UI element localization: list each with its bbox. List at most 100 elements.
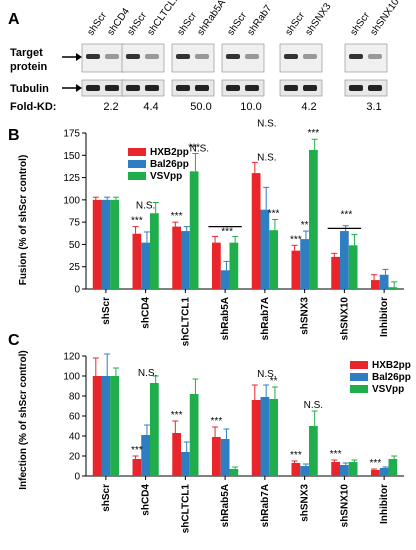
chartC-legend-swatch-1 [350,373,368,381]
chartB-bar-HXB2pp-6 [331,256,341,289]
chartB-bar-VSVpp-3 [229,242,239,289]
tubulin-box-2 [171,79,215,97]
chartB-bar-Bal26pp-2 [181,231,190,289]
chartB-ytick-label-7: 175 [63,129,80,140]
chartB-bar-Bal26pp-4 [260,209,270,289]
chartB-xtick-label-5: shSNX3 [300,297,311,335]
chartC-annotation-2: *** [171,410,183,421]
panel-c-ylabel: Infection (% of shScr control) [18,350,29,489]
chartC-bar-Bal26pp-5 [300,466,309,476]
chartB-ytick-label-2: 50 [69,240,81,251]
chartC-annotation-0: *** [131,445,143,456]
chartC-bar-HXB2pp-1 [132,459,142,476]
chartB-annotation-8: *** [268,208,280,219]
chartB-legend-swatch-2 [128,172,146,180]
chartC-annotation-1: N.S. [138,368,157,379]
chartC-ytick-label-2: 40 [69,432,81,443]
panel-b-plot: 0 25 50 75 100 125 150 175 shScr shCD4 shCLTCL1 shR… [63,118,404,346]
lane-label-5-1: shSNX10 [368,0,401,38]
chartB-annotation-2: *** [171,211,183,222]
chartB-bar-Bal26pp-5 [300,239,309,289]
chartB-ytick-label-6: 150 [63,151,80,162]
chartC-xtick-label-1: shCD4 [141,484,152,516]
tubulin-arrow-head [76,84,82,92]
chartC-ytick-label-4: 80 [69,392,81,403]
chartC-bar-Bal26pp-1 [141,435,150,476]
chartC-bar-VSVpp-7 [388,459,398,476]
row-label-tubulin: Tubulin [10,83,49,95]
lane-label-5-0: shScr [348,10,372,38]
target-band-scr-5 [349,54,363,59]
chartC-bar-HXB2pp-4 [251,400,261,476]
chartC-bar-Bal26pp-2 [181,452,190,476]
chartB-bar-Bal26pp-7 [379,274,389,289]
chartB-bar-VSVpp-7 [388,287,398,289]
chartC-ytick-label-1: 20 [69,452,81,463]
chartB-bar-HXB2pp-2 [172,226,182,289]
chartB-legend-swatch-0 [128,148,146,156]
chartB-xtick-label-7: Inhibitor [379,297,390,337]
chartB-bar-VSVpp-4 [269,230,278,289]
panel-c-plot: 0 20 40 60 80 100 120 shScr shCD4 shCLTCL1 shRab5A… [63,352,411,534]
chartC-annotation-9: *** [370,458,382,469]
chartC-xtick-label-3: shRab5A [220,484,231,527]
chartB-annotation-4: N.S. [190,144,209,155]
chartB-xtick-label-6: shSNX10 [339,297,350,341]
lane-label-4-0: shScr [283,10,307,38]
chartB-legend-label-2: VSVpp [150,171,182,182]
tubulin-band-kd-1 [145,85,159,91]
lane-label-3-0: shScr [225,10,249,38]
tubulin-band-kd-5 [368,85,382,91]
chartC-bar-HXB2pp-7 [371,470,380,476]
panel-b-label: B [8,127,20,144]
chartC-bar-HXB2pp-0 [92,376,102,476]
chartB-xtick-label-3: shRab5A [220,297,231,340]
chartC-xtick-label-0: shScr [101,484,112,512]
target-band-scr-3 [226,54,240,59]
chartB-annotation-12: *** [341,210,353,221]
target-band-kd-0 [105,54,119,59]
panel-b-fusion-chart: B Fusion (% of shScr control) 0 25 50 75 100… [8,118,404,346]
chartC-bar-HXB2pp-2 [172,433,182,476]
target-band-kd-4 [303,54,317,59]
target-band-kd-5 [368,54,382,59]
panel-c-infection-chart: C Infection (% of shScr control) 0 20 40 60… [8,332,411,533]
chartB-legend-label-0: HXB2pp [150,147,189,158]
chartC-xtick-label-7: Inhibitor [379,484,390,524]
chartB-bar-Bal26pp-3 [220,270,230,289]
chartC-bar-Bal26pp-6 [340,465,349,476]
chartC-bar-Bal26pp-7 [379,468,389,476]
chartB-legend-swatch-1 [128,160,146,168]
chartC-bar-Bal26pp-0 [101,376,111,476]
chartC-legend-swatch-0 [350,361,368,369]
chartC-annotation-8: *** [330,449,342,460]
chartC-bar-Bal26pp-3 [220,439,230,476]
chartC-bar-VSVpp-1 [149,383,159,476]
chartC-bar-VSVpp-6 [348,462,358,476]
lane-label-2-1: shRab5A [195,0,228,38]
chartC-bar-Bal26pp-4 [260,397,270,476]
chartC-legend-label-2: VSVpp [372,384,404,395]
chartC-annotation-4: N.S. [257,369,276,380]
chartB-bar-Bal26pp-6 [340,231,349,289]
chartC-annotation-6: *** [290,450,302,461]
chartB-bar-VSVpp-0 [110,199,119,289]
chartB-xtick-label-0: shScr [101,297,112,325]
chartB-bar-VSVpp-1 [149,213,159,289]
chartB-xtick-label-4: shRab7A [260,297,271,340]
target-band-kd-3 [245,54,259,59]
foldkd-value-0: 2.2 [103,101,118,113]
target-band-kd-2 [195,54,209,59]
panel-a-label: A [8,11,20,28]
chartC-bar-VSVpp-4 [269,399,278,476]
tubulin-band-kd-3 [245,85,259,91]
chartB-ytick-label-0: 0 [74,285,80,296]
chartC-legend-label-0: HXB2pp [372,360,411,371]
chartC-ytick-label-3: 60 [69,412,81,423]
tubulin-band-scr-3 [226,85,240,91]
chartC-bar-HXB2pp-3 [212,437,221,476]
chartB-bar-HXB2pp-5 [291,250,301,289]
chartB-annotation-9: *** [290,234,302,245]
chartB-bar-VSVpp-6 [348,245,358,289]
